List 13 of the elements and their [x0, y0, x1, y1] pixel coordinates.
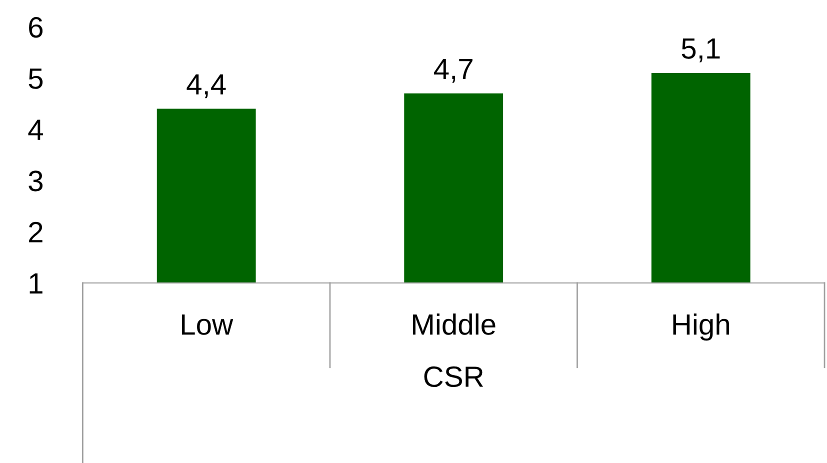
y-tick-label: 1 — [30, 273, 42, 294]
data-label: 4,4 — [186, 74, 226, 98]
y-tick-label: 3 — [28, 170, 43, 192]
x-tick-label: Low — [182, 314, 234, 335]
data-label: 5,1 — [682, 38, 720, 62]
y-tick-label: 2 — [29, 222, 42, 242]
x-tick-label: Middle — [413, 313, 496, 335]
y-tick-label: 6 — [29, 17, 43, 38]
y-tick-label: 5 — [28, 68, 43, 89]
data-label: 4,7 — [434, 58, 472, 83]
x-tick-label: High — [673, 313, 729, 341]
x-axis-title: CSR — [424, 366, 484, 388]
y-tick-label: 4 — [28, 120, 43, 140]
